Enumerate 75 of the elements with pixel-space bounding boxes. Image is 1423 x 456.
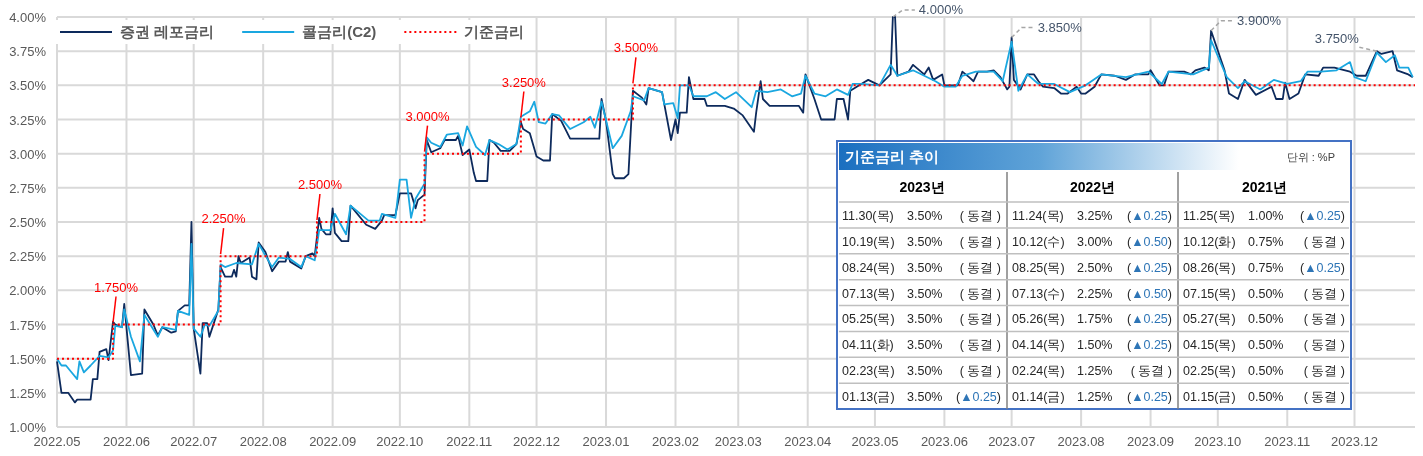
- annotation: 10.12(수) 3.00% (▲0.50): [1012, 234, 1172, 249]
- x-tick-label: 2022.07: [170, 434, 218, 449]
- y-tick-label: 3.75%: [9, 44, 47, 60]
- annotation: 3.500%: [613, 40, 659, 56]
- annotation: 4.000%: [918, 2, 964, 17]
- annotation: 2.250%: [201, 211, 247, 227]
- x-tick-label: 2022.06: [102, 434, 150, 449]
- text: 02.24(목) 1.25% ( 동결 ): [1012, 364, 1172, 379]
- y-tick-label: 2.75%: [9, 180, 47, 196]
- y-tick-label: 3.25%: [9, 112, 47, 128]
- x-tick-label: 2023.03: [714, 434, 762, 449]
- x-tick-label: 2023.09: [1127, 434, 1175, 449]
- annotation: 11.24(목) 3.25% (▲0.25): [1012, 208, 1172, 223]
- x-tick-label: 2022.05: [33, 434, 81, 449]
- annotation: 1.750%: [93, 279, 139, 295]
- y-tick-label: 2.25%: [9, 249, 47, 265]
- annotation: 3.250%: [501, 74, 547, 90]
- annotation: 2021년: [1241, 179, 1288, 195]
- legend-label: 기준금리: [464, 23, 525, 40]
- text: 05.27(목) 0.50% ( 동결 ): [1183, 312, 1345, 327]
- text: 04.15(목) 0.50% ( 동결 ): [1183, 338, 1345, 353]
- text: 07.13(목) 3.50% ( 동결 ): [842, 286, 1001, 301]
- y-tick-label: 1.50%: [9, 351, 47, 367]
- annotation: 3.750%: [1314, 31, 1360, 47]
- legend-label: 증권 레포금리: [120, 23, 215, 40]
- annotation: 3.900%: [1237, 12, 1282, 28]
- text: 02.23(목) 3.50% ( 동결 ): [842, 364, 1001, 379]
- annotation: 2.500%: [297, 177, 343, 192]
- x-tick-label: 2022.11: [446, 434, 493, 449]
- y-tick-label: 1.75%: [9, 317, 47, 333]
- x-tick-label: 2022.12: [513, 434, 561, 449]
- y-tick-label: 4.00%: [9, 10, 47, 25]
- text: 기준금리 추이: [845, 148, 940, 165]
- x-tick-label: 2023.11: [1264, 434, 1311, 449]
- x-tick-label: 2023.07: [988, 434, 1036, 449]
- text: 01.15(금) 0.50% ( 동결 ): [1183, 390, 1345, 405]
- text: 02.25(목) 0.50% ( 동결 ): [1183, 364, 1345, 379]
- x-tick-label: 2023.08: [1057, 434, 1105, 449]
- text: 08.24(목) 3.50% ( 동결 ): [842, 260, 1001, 275]
- x-tick-label: 2022.08: [239, 434, 287, 449]
- annotation: 07.13(수) 2.25% (▲0.50): [1012, 286, 1172, 301]
- text: 04.11(화) 3.50% ( 동결 ): [842, 338, 1001, 353]
- y-tick-label: 1.00%: [9, 420, 47, 435]
- annotation: 04.14(목) 1.50% (▲0.25): [1012, 338, 1172, 353]
- annotation: 08.25(목) 2.50% (▲0.25): [1012, 260, 1172, 275]
- annotation: 단위 : %P: [1286, 151, 1335, 163]
- x-tick-label: 2022.10: [376, 434, 424, 449]
- text: 07.15(목) 0.50% ( 동결 ): [1183, 286, 1345, 301]
- legend-label: 콜금리(C2): [302, 23, 377, 40]
- x-tick-label: 2023.10: [1194, 434, 1242, 449]
- x-tick-label: 2023.06: [920, 434, 968, 449]
- annotation: 2022년: [1069, 179, 1116, 195]
- text: 10.12(화) 0.75% ( 동결 ): [1183, 234, 1345, 249]
- annotation: 2023년: [899, 179, 945, 195]
- y-tick-label: 3.50%: [9, 78, 47, 94]
- x-tick-label: 2023.04: [784, 434, 832, 449]
- x-tick-label: 2022.09: [309, 434, 357, 449]
- text: 08.26(목) 0.75% (▲0.25): [1183, 260, 1345, 275]
- text: 11.25(목) 1.00% (▲0.25): [1183, 208, 1345, 223]
- x-tick-label: 2023.12: [1330, 434, 1378, 449]
- y-tick-label: 2.50%: [9, 215, 47, 230]
- x-tick-label: 2023.05: [851, 434, 899, 449]
- text: 05.25(목) 3.50% ( 동결 ): [842, 312, 1001, 327]
- text: 11.30(목) 3.50% ( 동결 ): [842, 208, 1001, 223]
- annotation: 01.13(금) 3.50% (▲0.25): [842, 390, 1001, 405]
- x-tick-label: 2023.02: [652, 434, 699, 449]
- annotation: 3.000%: [405, 108, 450, 124]
- annotation: 3.850%: [1037, 19, 1083, 35]
- text: 10.19(목) 3.50% ( 동결 ): [842, 234, 1001, 249]
- annotation: 05.26(목) 1.75% (▲0.25): [1012, 312, 1172, 327]
- annotation: 01.14(금) 1.25% (▲0.25): [1012, 390, 1172, 405]
- y-tick-label: 1.25%: [9, 385, 47, 401]
- y-tick-label: 3.00%: [9, 146, 47, 162]
- y-tick-label: 2.00%: [9, 283, 47, 299]
- x-tick-label: 2023.01: [582, 434, 630, 449]
